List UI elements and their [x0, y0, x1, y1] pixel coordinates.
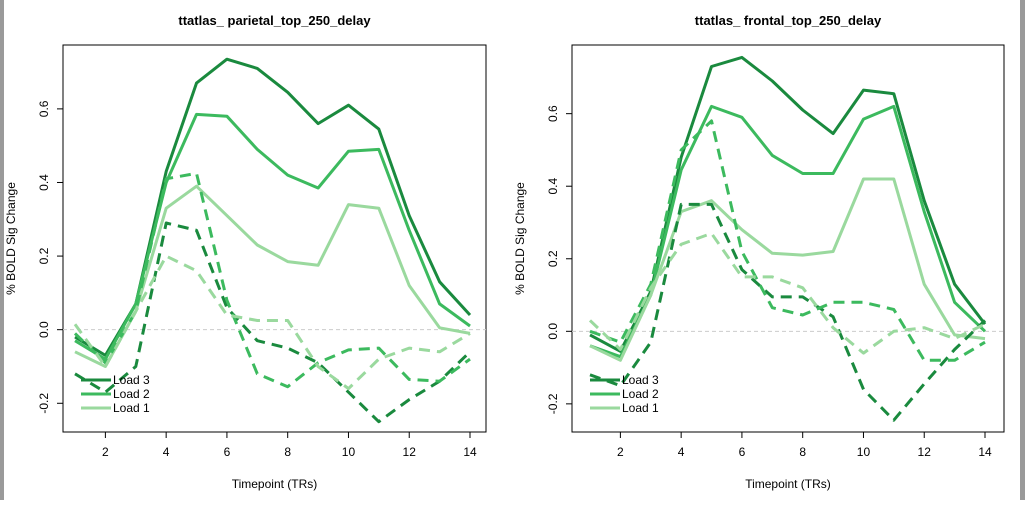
- x-tick-label: 10: [857, 445, 871, 459]
- legend-label-load-2: Load 2: [113, 387, 150, 401]
- x-tick-label: 14: [978, 445, 992, 459]
- x-tick-label: 12: [918, 445, 932, 459]
- y-tick-label: 0.4: [37, 174, 51, 191]
- x-axis-label: Timepoint (TRs): [745, 477, 831, 491]
- solid-series-line-load3: [74, 57, 472, 357]
- dashed-series-line-load3: [74, 221, 472, 424]
- solid-series-line-load2: [589, 104, 987, 359]
- x-axis-label: Timepoint (TRs): [232, 477, 318, 491]
- x-tick-label: 6: [224, 445, 231, 459]
- y-axis-label: % BOLD Sig Change: [513, 182, 527, 295]
- y-tick-label: -0.2: [37, 393, 51, 414]
- legend-label-load-1: Load 1: [113, 401, 150, 415]
- dashed-series-line-load2: [73, 171, 471, 389]
- dashed-series-line-load1: [588, 231, 986, 355]
- x-tick-label: 8: [799, 445, 806, 459]
- chart-title: ttatlas_ parietal_top_250_delay: [178, 13, 371, 28]
- dashed-series-line-load1: [73, 254, 471, 391]
- chart-title: ttatlas_ frontal_top_250_delay: [695, 13, 882, 28]
- y-tick-label: 0.4: [546, 178, 560, 195]
- y-tick-label: 0.0: [546, 323, 560, 340]
- y-tick-label: 0.0: [37, 321, 51, 338]
- window-edge-left: [0, 0, 4, 500]
- y-axis-label: % BOLD Sig Change: [4, 182, 18, 295]
- parietal-chart-panel: ttatlas_ parietal_top_250_delay Timepoin…: [4, 13, 487, 491]
- x-tick-label: 14: [463, 445, 477, 459]
- solid-series-line-load1: [74, 184, 471, 368]
- y-tick-label: -0.2: [546, 393, 560, 414]
- legend-label-load-2: Load 2: [622, 387, 659, 401]
- plot-frame: [571, 44, 1005, 433]
- x-tick-label: 12: [403, 445, 417, 459]
- x-tick-label: 6: [739, 445, 746, 459]
- dashed-series-line-load3: [589, 202, 987, 422]
- y-tick-label: 0.2: [37, 247, 51, 264]
- legend-label-load-3: Load 3: [622, 373, 659, 387]
- x-tick-label: 2: [102, 445, 109, 459]
- legend-label-load-1: Load 1: [622, 401, 659, 415]
- y-tick-label: 0.2: [546, 250, 560, 267]
- window-edge-right: [1020, 0, 1025, 500]
- y-tick-label: 0.6: [37, 100, 51, 117]
- x-tick-label: 4: [163, 445, 170, 459]
- frontal-chart-panel: ttatlas_ frontal_top_250_delay Timepoint…: [513, 13, 1005, 491]
- solid-series-line-load1: [589, 177, 986, 362]
- legend-label-load-3: Load 3: [113, 373, 150, 387]
- x-tick-label: 8: [284, 445, 291, 459]
- solid-series-line-load3: [589, 55, 987, 353]
- y-tick-label: 0.6: [546, 105, 560, 122]
- solid-series-line-load2: [74, 112, 471, 361]
- x-tick-label: 2: [617, 445, 624, 459]
- x-tick-label: 10: [342, 445, 356, 459]
- x-tick-label: 4: [678, 445, 685, 459]
- plot-frame: [62, 44, 487, 433]
- dashed-series-line-load2: [589, 119, 986, 362]
